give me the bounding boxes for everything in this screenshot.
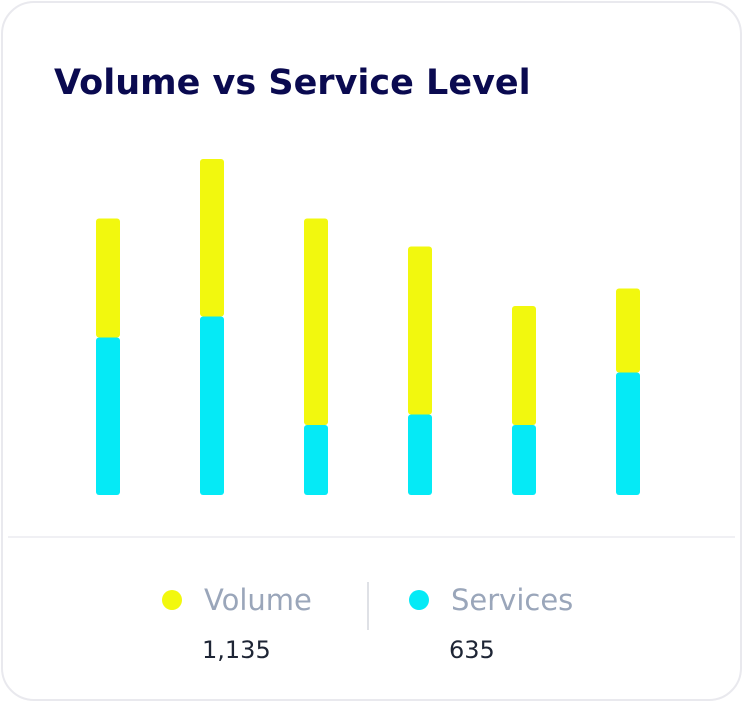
bar-segment (616, 372, 640, 495)
bar-segment (408, 246, 432, 415)
bar-segment (304, 425, 328, 495)
bar-segment (200, 316, 224, 495)
legend-dot (409, 590, 429, 610)
bar-segment (96, 218, 120, 338)
bar-segment (408, 414, 432, 495)
bar-segment (304, 218, 328, 425)
legend-label: Services (451, 583, 573, 617)
bar-segment (512, 306, 536, 425)
bar-segment (200, 159, 224, 317)
legend-label: Volume (204, 583, 312, 617)
legend-dot (162, 590, 182, 610)
legend-total: 1,135 (202, 636, 271, 664)
chart-title: Volume vs Service Level (54, 63, 531, 103)
bar-segment (512, 425, 536, 495)
bar-segment (616, 288, 640, 373)
bar-segment (96, 337, 120, 495)
legend-total: 635 (449, 636, 495, 664)
